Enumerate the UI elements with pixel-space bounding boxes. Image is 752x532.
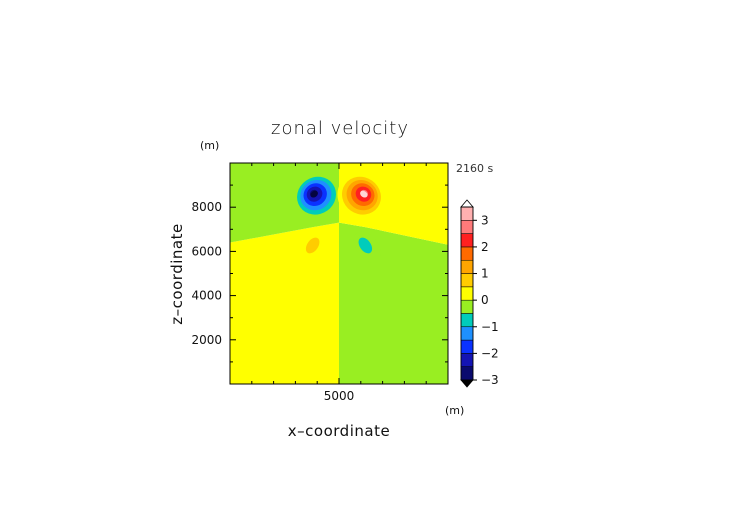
- colorbar-tick-label: 0: [481, 293, 489, 307]
- y-tick-label: 8000: [191, 200, 222, 214]
- colorbar-tick-label: 3: [481, 213, 489, 227]
- colorbar-swatch: [460, 286, 474, 301]
- colorbar-swatch: [460, 246, 474, 261]
- contour-level: [305, 237, 320, 254]
- y-tick-label: 2000: [191, 333, 222, 347]
- y-axis-label: z–coordinate: [168, 223, 186, 324]
- colorbar-tick-label: 1: [481, 267, 489, 281]
- colorbar-swatch: [460, 366, 474, 381]
- contour-level: [358, 237, 373, 254]
- colorbar-tick-label: −3: [481, 373, 499, 387]
- colorbar-swatch: [460, 220, 474, 234]
- x-axis-ticks: 5000: [251, 163, 427, 403]
- colorbar-swatch: [460, 326, 474, 341]
- y-tick-label: 6000: [191, 244, 222, 258]
- colorbar-tick-label: −1: [481, 320, 499, 334]
- x-unit-label: (m): [445, 404, 464, 417]
- feature-2: [297, 231, 325, 263]
- x-tick-label: 5000: [324, 389, 355, 403]
- colorbar-swatch: [460, 313, 474, 328]
- positive-core: [360, 190, 368, 198]
- x-axis-label: x–coordinate: [288, 422, 390, 440]
- colorbar-swatch: [460, 259, 474, 274]
- region-lower-right: [339, 222, 448, 384]
- colorbar-swatch: [460, 206, 474, 221]
- colorbar-tick-label: 2: [481, 240, 489, 254]
- colorbar-frame: [460, 206, 474, 381]
- region-lower-left: [230, 222, 339, 384]
- colorbar-swatch: [460, 233, 474, 248]
- y-axis-ticks: 2000 4000 6000 8000: [191, 184, 448, 363]
- colorbar-swatch: [460, 273, 474, 288]
- negative-core: [310, 190, 318, 198]
- colorbar-tick-label: −2: [481, 346, 499, 360]
- colorbar-over-triangle: [460, 199, 474, 208]
- colorbar-swatch: [460, 299, 474, 314]
- feature-3: [353, 231, 381, 263]
- y-unit-label: (m): [200, 139, 219, 152]
- y-tick-label: 4000: [191, 289, 222, 303]
- plot-area: [229, 162, 449, 385]
- time-label: 2160 s: [456, 162, 493, 175]
- colorbar-under-triangle: [460, 379, 474, 388]
- colorbar-swatch: [460, 353, 474, 367]
- colorbar-swatch: [460, 339, 474, 354]
- chart-title: zonal velocity: [271, 118, 409, 139]
- colorbar: −3 −2 −1 0 1 2 3: [460, 199, 499, 388]
